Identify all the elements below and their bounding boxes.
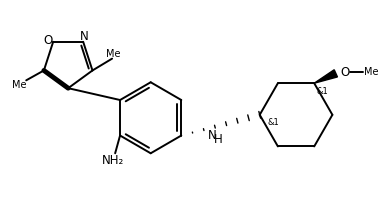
Text: Me: Me xyxy=(12,80,26,90)
Text: O: O xyxy=(340,66,349,79)
Text: N: N xyxy=(208,128,217,142)
Text: O: O xyxy=(44,34,53,47)
Text: &1: &1 xyxy=(316,87,328,96)
Text: Me: Me xyxy=(364,67,379,77)
Text: H: H xyxy=(214,134,223,146)
Text: NH₂: NH₂ xyxy=(102,154,124,167)
Polygon shape xyxy=(314,70,337,83)
Text: N: N xyxy=(80,30,88,43)
Text: Me: Me xyxy=(106,49,120,59)
Text: &1: &1 xyxy=(268,118,279,127)
